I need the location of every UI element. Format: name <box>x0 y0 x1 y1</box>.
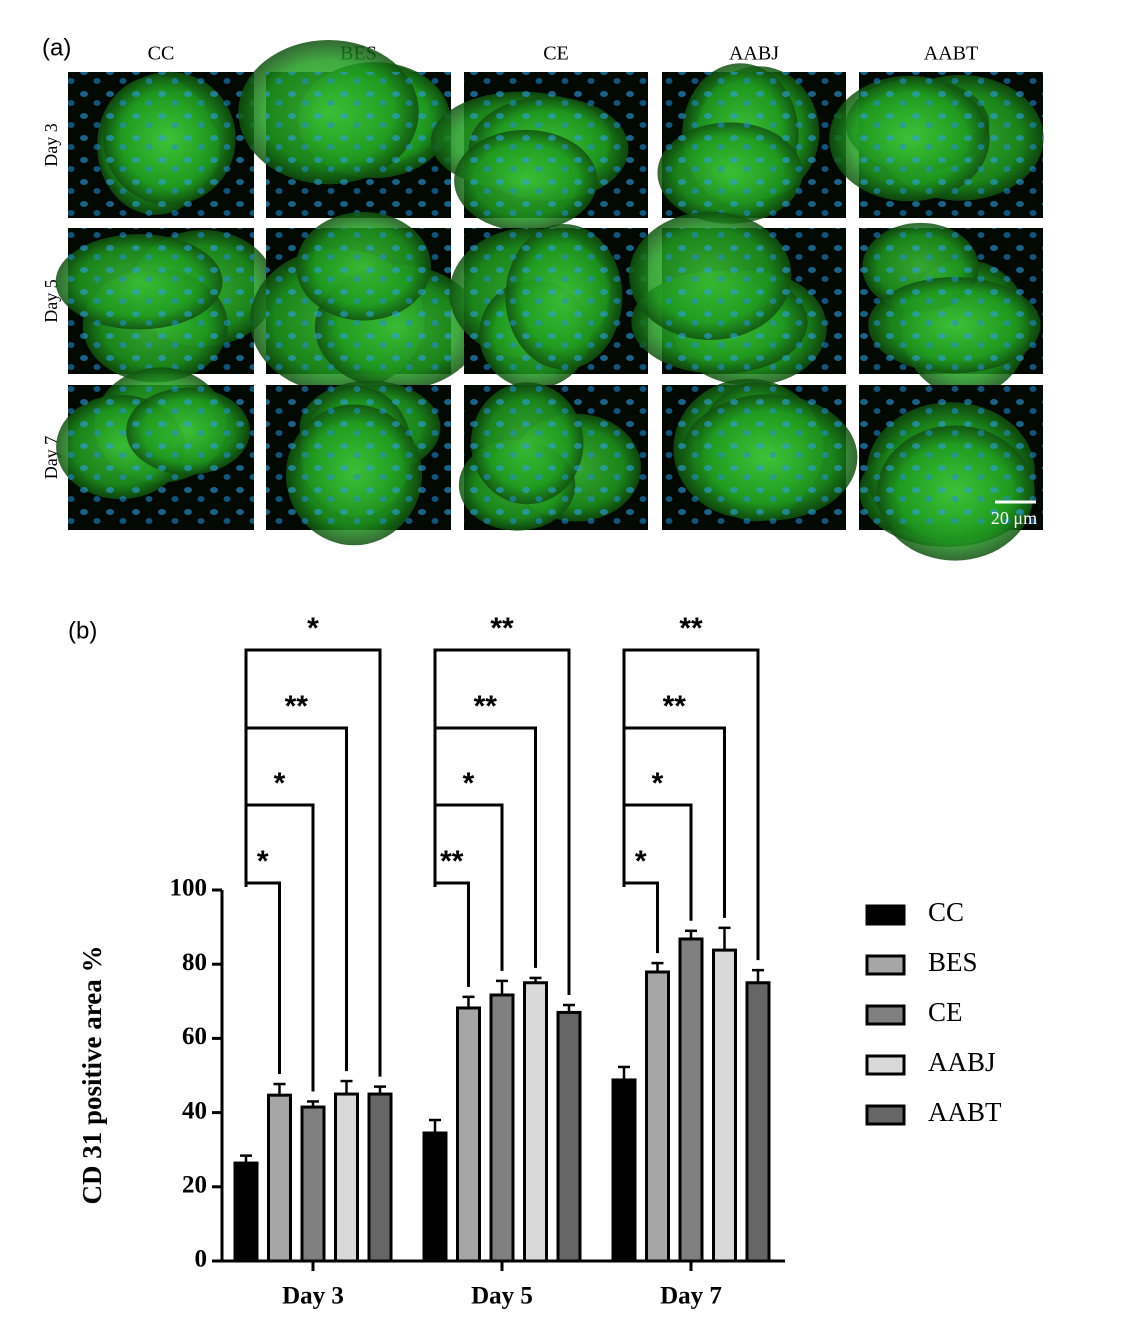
bar <box>367 1092 393 1263</box>
y-tick-label: 80 <box>182 949 207 976</box>
significance-bracket <box>433 648 571 996</box>
legend-label: CC <box>928 897 964 927</box>
bar <box>422 1131 448 1263</box>
row-label: Day 3 <box>41 123 61 167</box>
legend-swatch <box>865 1104 906 1126</box>
significance-label: ** <box>679 612 703 645</box>
significance-label: ** <box>663 690 687 723</box>
legend-swatch <box>865 1054 906 1076</box>
micrograph-nuclei <box>68 228 254 374</box>
bar <box>712 948 737 1263</box>
legend-label: BES <box>928 947 978 977</box>
significance-label: ** <box>490 612 514 645</box>
x-tick-label: Day 5 <box>471 1283 533 1310</box>
significance-bracket <box>244 881 281 1075</box>
legend-label: AABJ <box>928 1047 996 1077</box>
micrograph-nuclei <box>859 228 1043 374</box>
micrograph-nuclei <box>464 228 648 374</box>
legend-swatch <box>865 1004 906 1026</box>
y-tick-label: 100 <box>170 875 208 902</box>
micrograph-nuclei <box>68 72 254 218</box>
micrograph-nuclei <box>662 72 846 218</box>
row-label: Day 5 <box>41 279 61 323</box>
bar <box>556 1010 582 1263</box>
bar <box>489 993 515 1263</box>
bar <box>456 1006 481 1263</box>
panel-label: (b) <box>68 617 97 644</box>
micrograph-nuclei <box>662 228 846 374</box>
bar <box>267 1093 292 1263</box>
column-label: AABT <box>924 43 978 65</box>
significance-label: * <box>257 845 269 878</box>
bar <box>334 1092 359 1263</box>
significance-bracket <box>244 726 348 1072</box>
x-tick-label: Day 7 <box>660 1283 722 1310</box>
bar <box>233 1161 259 1263</box>
scale-bar-label: 20 μm <box>991 508 1037 528</box>
bar <box>300 1105 326 1263</box>
bar <box>645 970 670 1263</box>
micrograph-nuclei <box>859 72 1043 218</box>
significance-label: ** <box>440 845 464 878</box>
significance-bracket <box>622 881 659 954</box>
y-tick-label: 0 <box>195 1246 208 1273</box>
micrograph-nuclei <box>464 72 648 218</box>
micrograph-nuclei <box>68 385 254 530</box>
column-label: AABJ <box>729 43 779 65</box>
bar <box>611 1078 637 1263</box>
significance-label: * <box>274 767 286 800</box>
significance-label: ** <box>285 690 309 723</box>
micrograph-nuclei <box>464 385 648 530</box>
micrograph-nuclei <box>859 385 1043 530</box>
legend-label: CE <box>928 997 963 1027</box>
significance-label: * <box>307 612 319 645</box>
bar <box>678 937 704 1263</box>
micrograph-nuclei <box>266 385 451 530</box>
y-tick-label: 20 <box>182 1172 207 1199</box>
significance-label: * <box>652 767 664 800</box>
micrograph-nuclei <box>662 385 846 530</box>
column-label: CC <box>148 43 175 65</box>
panel-label: (a) <box>42 34 71 61</box>
x-tick-label: Day 3 <box>282 1283 344 1310</box>
y-tick-label: 40 <box>182 1097 207 1124</box>
significance-bracket <box>622 726 726 918</box>
significance-label: * <box>635 845 647 878</box>
y-axis-label: CD 31 positive area % <box>77 946 107 1205</box>
bar <box>523 981 548 1263</box>
legend-swatch <box>865 904 906 926</box>
significance-bracket <box>622 648 760 961</box>
legend-label: AABT <box>928 1097 1002 1127</box>
bar <box>745 981 771 1263</box>
column-label: CE <box>543 43 569 65</box>
significance-label: ** <box>474 690 498 723</box>
significance-label: * <box>463 767 475 800</box>
legend-swatch <box>865 954 906 976</box>
micrograph-nuclei <box>266 72 451 218</box>
significance-bracket <box>433 881 470 987</box>
micrograph-nuclei <box>266 228 451 374</box>
y-tick-label: 60 <box>182 1023 207 1050</box>
significance-bracket <box>244 648 382 1077</box>
